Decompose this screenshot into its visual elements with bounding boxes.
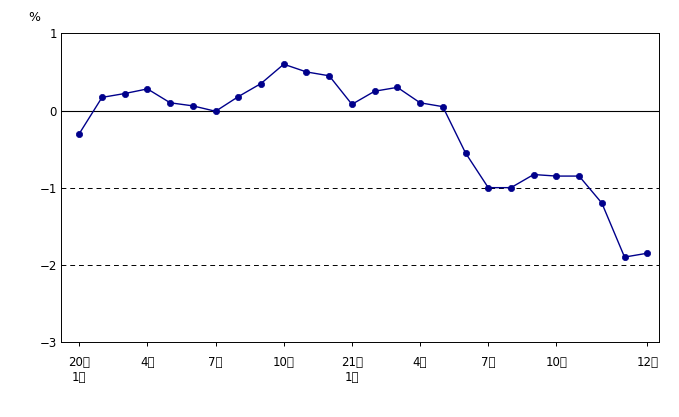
Text: 20年
1月: 20年 1月 — [69, 356, 90, 384]
Text: 21年
1月: 21年 1月 — [341, 356, 363, 384]
Text: 4月: 4月 — [140, 356, 155, 369]
Text: 12月: 12月 — [636, 356, 658, 369]
Text: 4月: 4月 — [413, 356, 427, 369]
Text: 7月: 7月 — [208, 356, 223, 369]
Text: %: % — [29, 11, 40, 24]
Text: 10月: 10月 — [273, 356, 295, 369]
Text: 7月: 7月 — [481, 356, 496, 369]
Text: 10月: 10月 — [545, 356, 568, 369]
